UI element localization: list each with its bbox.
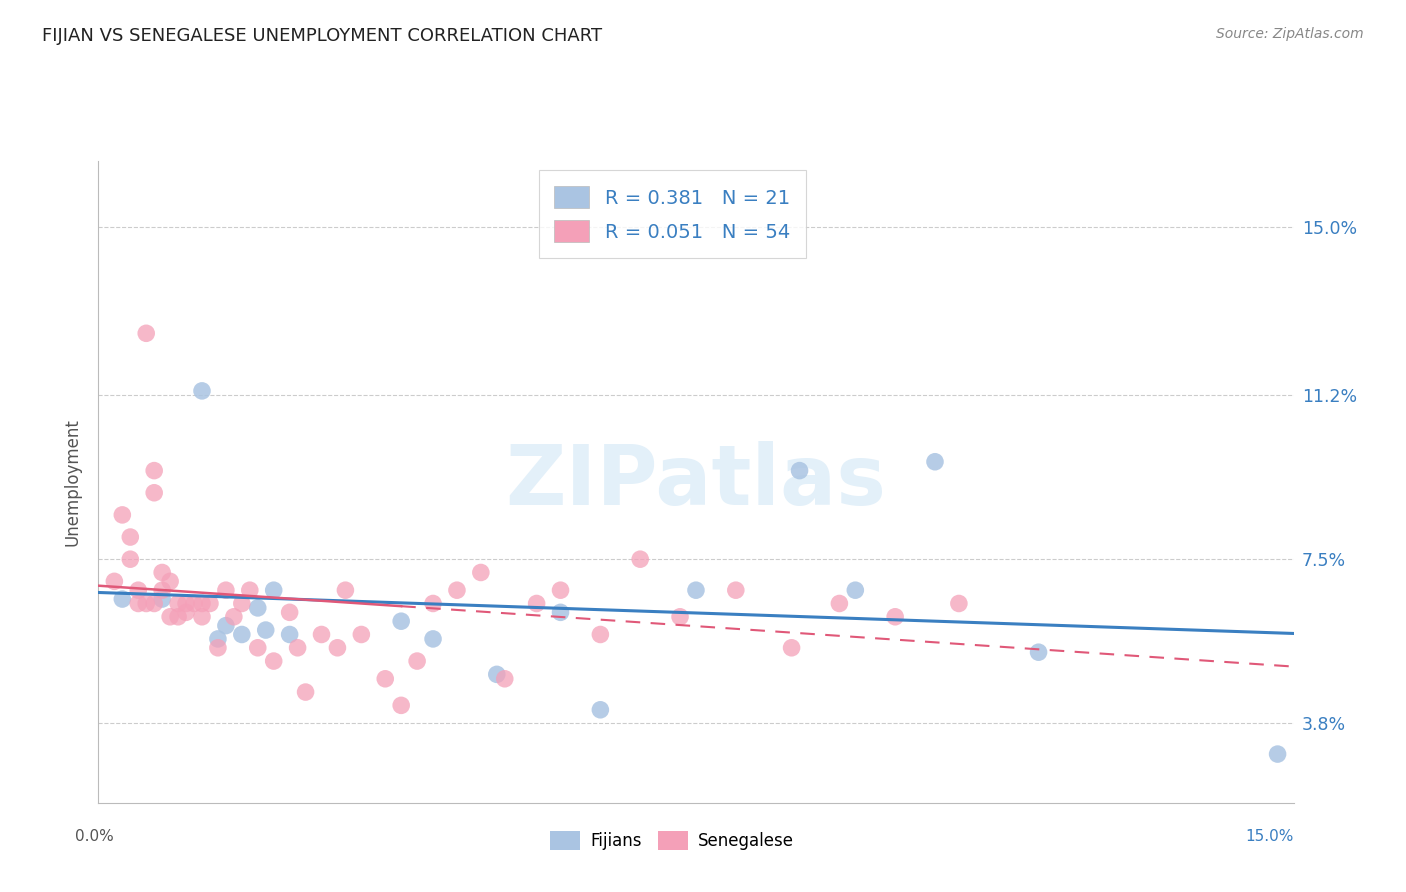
Point xyxy=(422,632,444,646)
Point xyxy=(628,552,651,566)
Point xyxy=(389,614,412,628)
Point xyxy=(150,583,173,598)
Point xyxy=(278,627,301,641)
Point xyxy=(287,640,309,655)
Point xyxy=(422,597,444,611)
Point xyxy=(167,609,190,624)
Point xyxy=(150,592,173,607)
Point xyxy=(254,623,277,637)
Text: 15.0%: 15.0% xyxy=(1246,830,1294,845)
Point xyxy=(485,667,508,681)
Point xyxy=(828,597,851,611)
Point xyxy=(780,640,803,655)
Point xyxy=(884,609,907,624)
Point xyxy=(215,583,238,598)
Point xyxy=(167,597,190,611)
Point xyxy=(446,583,468,598)
Point xyxy=(174,605,197,619)
Point xyxy=(246,601,269,615)
Point xyxy=(127,597,149,611)
Point xyxy=(550,583,572,598)
Point xyxy=(470,566,492,580)
Point xyxy=(159,609,181,624)
Point xyxy=(844,583,866,598)
Point xyxy=(263,583,285,598)
Point xyxy=(374,672,396,686)
Point xyxy=(494,672,516,686)
Point xyxy=(1028,645,1050,659)
Point xyxy=(207,640,229,655)
Point xyxy=(120,530,142,544)
Text: 0.0%: 0.0% xyxy=(75,830,114,845)
Point xyxy=(389,698,412,713)
Point xyxy=(174,597,197,611)
Point xyxy=(526,597,548,611)
Point xyxy=(120,552,142,566)
Point xyxy=(191,597,214,611)
Point xyxy=(111,508,134,522)
Point xyxy=(191,609,214,624)
Text: Source: ZipAtlas.com: Source: ZipAtlas.com xyxy=(1216,27,1364,41)
Point xyxy=(111,592,134,607)
Point xyxy=(135,326,157,341)
Point xyxy=(685,583,707,598)
Text: FIJIAN VS SENEGALESE UNEMPLOYMENT CORRELATION CHART: FIJIAN VS SENEGALESE UNEMPLOYMENT CORREL… xyxy=(42,27,602,45)
Point xyxy=(1267,747,1289,761)
Point xyxy=(135,597,157,611)
Legend: Fijians, Senegalese: Fijians, Senegalese xyxy=(541,822,803,859)
Point xyxy=(183,597,205,611)
Point xyxy=(231,597,253,611)
Point xyxy=(669,609,692,624)
Point xyxy=(589,627,612,641)
Point xyxy=(278,605,301,619)
Point xyxy=(724,583,747,598)
Point xyxy=(222,609,245,624)
Y-axis label: Unemployment: Unemployment xyxy=(63,417,82,546)
Text: ZIPatlas: ZIPatlas xyxy=(506,442,886,522)
Point xyxy=(198,597,221,611)
Point xyxy=(550,605,572,619)
Point xyxy=(215,618,238,632)
Point xyxy=(207,632,229,646)
Point xyxy=(294,685,316,699)
Point xyxy=(143,597,166,611)
Point xyxy=(239,583,262,598)
Point xyxy=(231,627,253,641)
Point xyxy=(924,455,946,469)
Point xyxy=(150,566,173,580)
Point xyxy=(127,583,149,598)
Point xyxy=(789,464,811,478)
Point xyxy=(191,384,214,398)
Point xyxy=(326,640,349,655)
Point xyxy=(159,574,181,589)
Point xyxy=(143,464,166,478)
Point xyxy=(103,574,125,589)
Point xyxy=(335,583,357,598)
Point xyxy=(311,627,333,641)
Point xyxy=(246,640,269,655)
Point xyxy=(350,627,373,641)
Point xyxy=(263,654,285,668)
Point xyxy=(143,485,166,500)
Point xyxy=(406,654,429,668)
Point xyxy=(948,597,970,611)
Point xyxy=(589,703,612,717)
